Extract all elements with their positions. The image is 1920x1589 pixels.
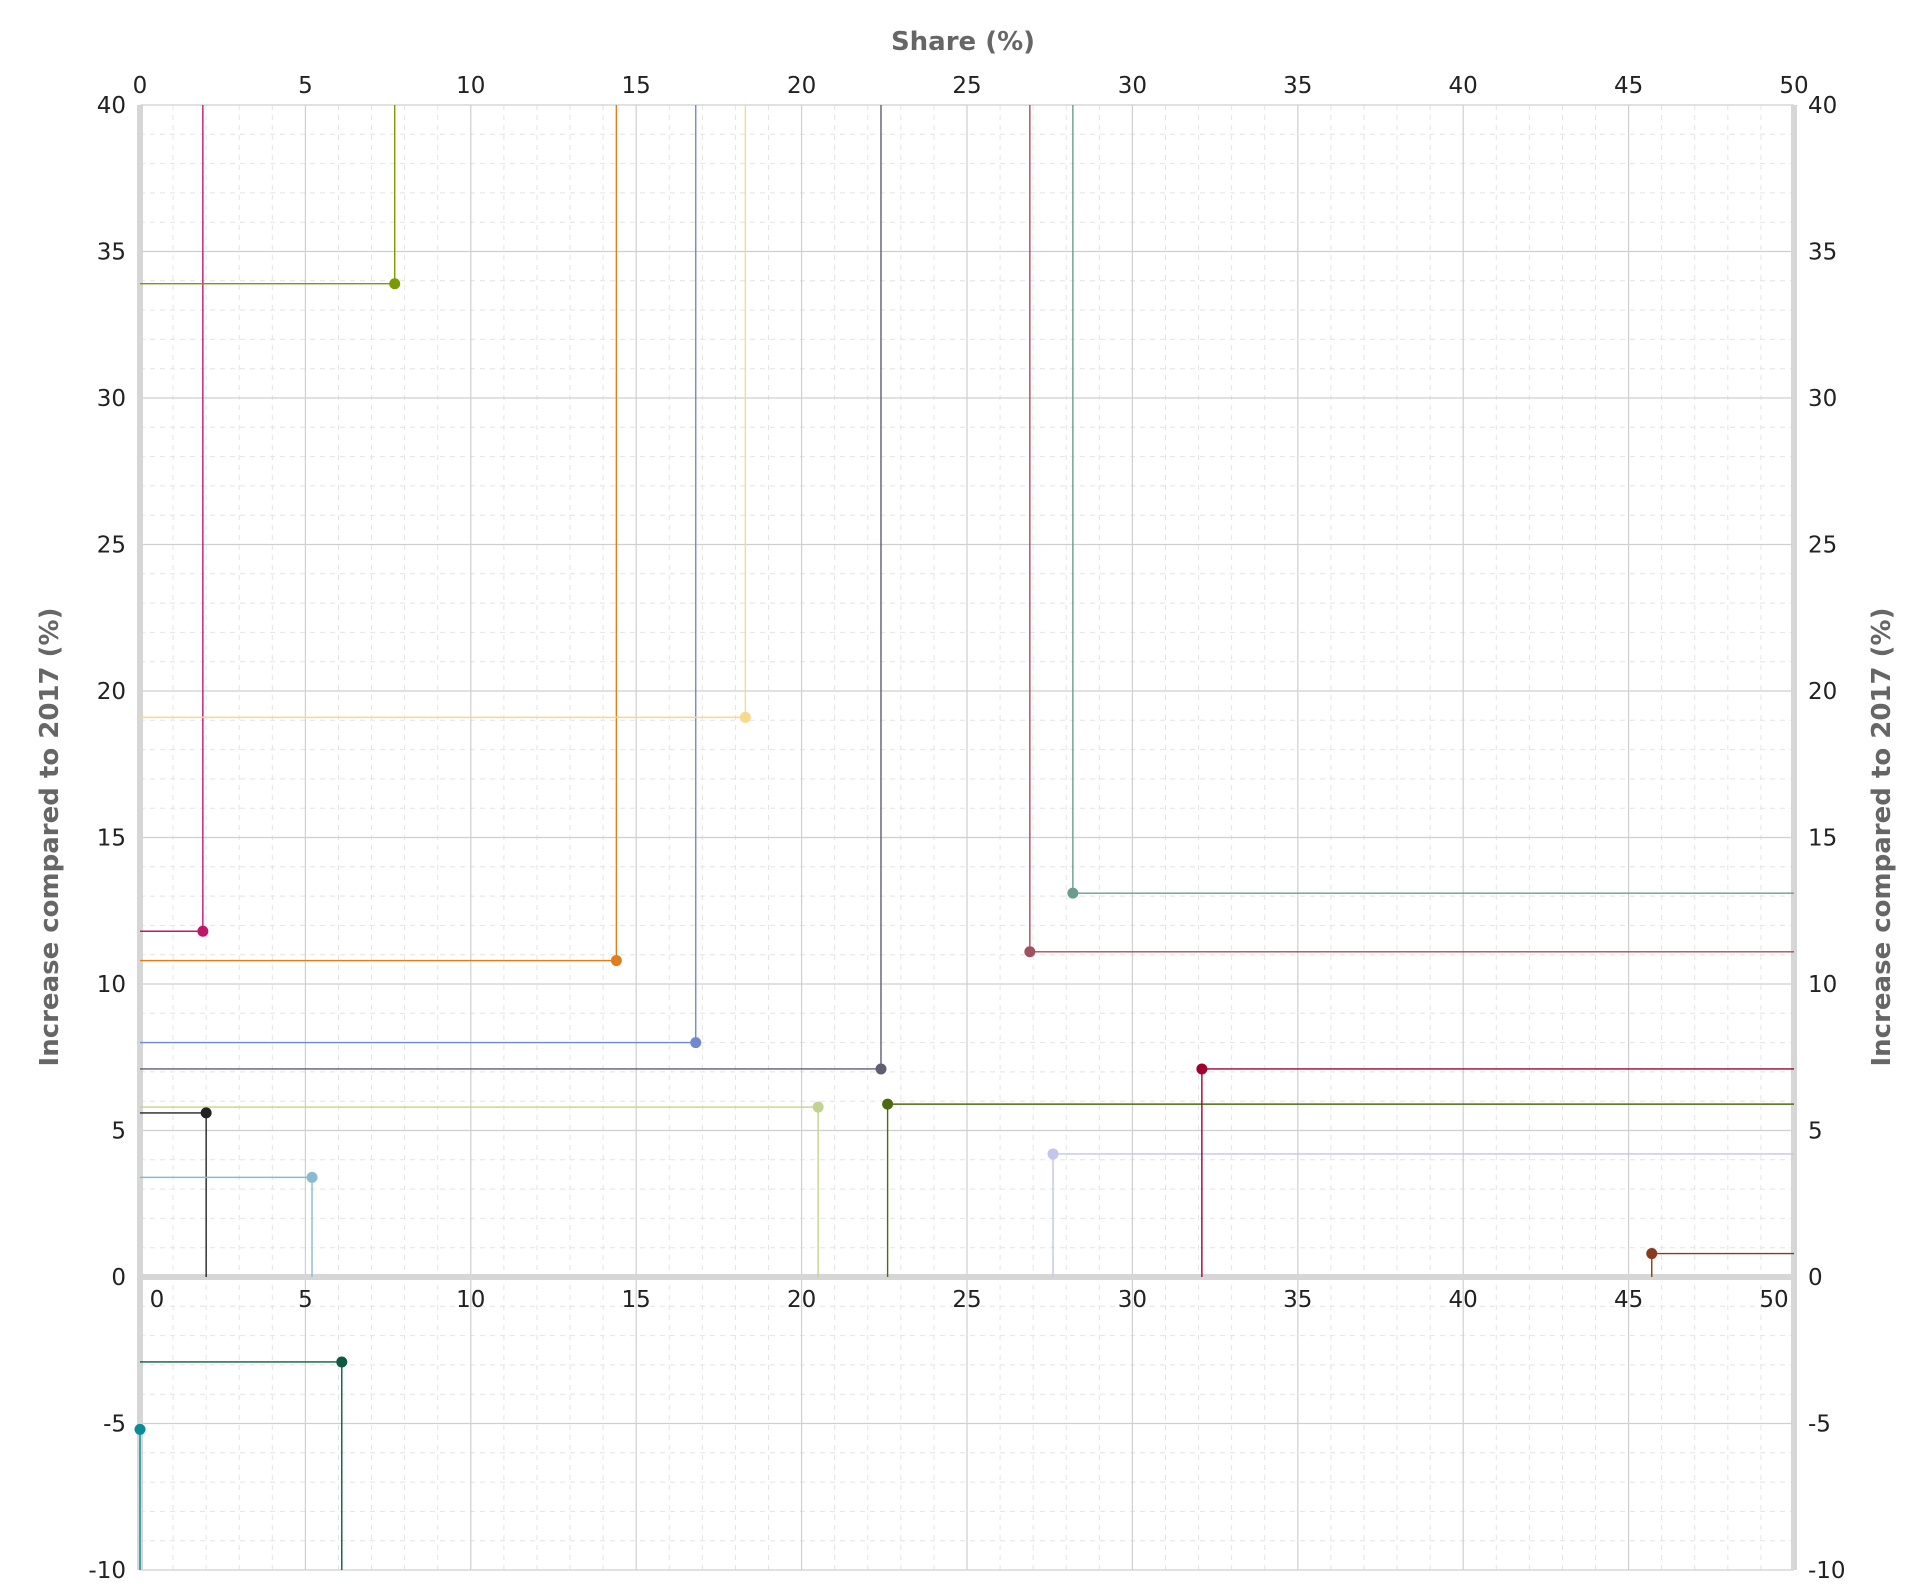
data-point (389, 278, 401, 290)
data-point (134, 1423, 146, 1435)
y-tick-label-left: 15 (97, 826, 126, 852)
x-tick-label-zero: 30 (1118, 1287, 1147, 1313)
data-point (197, 925, 209, 937)
y-tick-label-left: 25 (97, 533, 126, 559)
data-point (336, 1356, 348, 1368)
y-tick-label-right: 5 (1808, 1119, 1823, 1145)
y-tick-label-right: 10 (1808, 972, 1837, 998)
y-tick-label-left: 35 (97, 240, 126, 266)
x-axis-title: Share (%) (891, 27, 1035, 57)
y-tick-label-right: -5 (1808, 1412, 1831, 1438)
y-tick-label-right: 15 (1808, 826, 1837, 852)
x-tick-label-zero: 10 (456, 1287, 485, 1313)
y-tick-label-left: 40 (97, 93, 126, 119)
x-tick-label-top: 20 (787, 73, 816, 99)
data-point (690, 1037, 702, 1049)
data-point (882, 1098, 894, 1110)
y-tick-label-right: 35 (1808, 240, 1837, 266)
x-tick-label-top: 40 (1449, 73, 1478, 99)
x-tick-label-zero: 5 (298, 1287, 313, 1313)
y-tick-label-right: 25 (1808, 533, 1837, 559)
data-point (739, 711, 751, 723)
y-tick-label-left: 0 (111, 1265, 126, 1291)
x-tick-label-top: 30 (1118, 73, 1147, 99)
y-tick-label-left: 20 (97, 679, 126, 705)
plot-frame (137, 105, 1797, 1570)
data-point (1047, 1148, 1059, 1160)
x-tick-label-top: 5 (298, 73, 313, 99)
x-tick-label-top: 25 (952, 73, 981, 99)
y-tick-label-right: 0 (1808, 1265, 1823, 1291)
data-points (134, 278, 1658, 1435)
x-tick-label-zero: 20 (787, 1287, 816, 1313)
tick-labels: 0055101015152020252530303535404045455050… (88, 73, 1845, 1584)
y-tick-label-right: 30 (1808, 386, 1837, 412)
x-tick-label-zero: 25 (952, 1287, 981, 1313)
y-tick-label-left: 30 (97, 386, 126, 412)
x-tick-label-top: 0 (133, 73, 148, 99)
data-point (306, 1171, 318, 1183)
y-tick-label-right: -10 (1808, 1558, 1846, 1584)
x-tick-label-zero: 0 (150, 1287, 165, 1313)
y-tick-label-left: 10 (97, 972, 126, 998)
data-point (610, 955, 622, 967)
x-tick-label-zero: 40 (1449, 1287, 1478, 1313)
x-tick-label-top: 15 (622, 73, 651, 99)
x-tick-label-zero: 35 (1283, 1287, 1312, 1313)
data-point (1646, 1248, 1658, 1260)
x-tick-label-top: 50 (1779, 73, 1808, 99)
data-point (812, 1101, 824, 1113)
y-axis-title-left: Increase compared to 2017 (%) (35, 608, 65, 1067)
data-point (200, 1107, 212, 1119)
x-tick-label-top: 10 (456, 73, 485, 99)
x-tick-label-top: 35 (1283, 73, 1312, 99)
x-tick-label-zero: 50 (1759, 1287, 1788, 1313)
data-point (1024, 946, 1036, 958)
x-tick-label-top: 45 (1614, 73, 1643, 99)
data-point (1067, 887, 1079, 899)
y-tick-label-left: -10 (88, 1558, 126, 1584)
y-tick-label-right: 40 (1808, 93, 1837, 119)
data-point (875, 1063, 887, 1075)
x-tick-label-zero: 45 (1614, 1287, 1643, 1313)
y-axis-title-right: Increase compared to 2017 (%) (1867, 608, 1897, 1067)
y-tick-label-left: 5 (111, 1119, 126, 1145)
y-tick-label-left: -5 (103, 1412, 126, 1438)
data-point (1196, 1063, 1208, 1075)
x-tick-label-zero: 15 (622, 1287, 651, 1313)
y-tick-label-right: 20 (1808, 679, 1837, 705)
series-lines (139, 105, 1794, 1570)
